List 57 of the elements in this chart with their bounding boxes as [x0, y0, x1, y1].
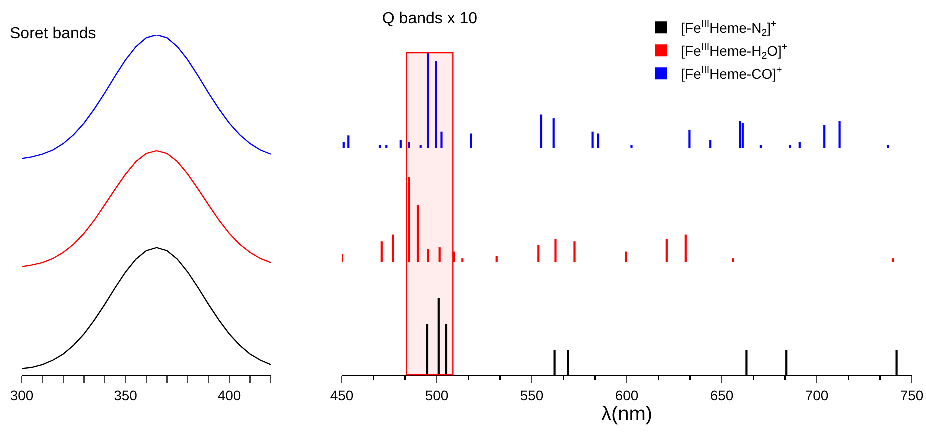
bar [789, 145, 792, 148]
bar [400, 140, 402, 148]
bar [380, 242, 383, 262]
x-tick-label: 300 [10, 387, 34, 404]
bar [438, 248, 441, 262]
bar [470, 134, 472, 148]
bar [798, 142, 801, 148]
bar [342, 142, 345, 148]
x-tick-label: 550 [520, 387, 544, 404]
bar [892, 258, 894, 262]
bar [592, 132, 594, 148]
x-tick-label: 500 [425, 387, 449, 404]
legend-label: [Fe$^{III}$Heme-N$_{2}$]$^{+}$ [681, 19, 778, 39]
x-tick-label: 450 [330, 387, 354, 404]
legend-label: [Fe$^{III}$Heme-CO]$^{+}$ [681, 65, 782, 82]
bar [420, 145, 422, 148]
bar [496, 256, 498, 262]
bar [742, 123, 744, 148]
x-tick-label: 650 [710, 387, 734, 404]
bar [739, 121, 742, 148]
bar [386, 145, 388, 148]
bar [630, 145, 633, 148]
x-axis-title: λ(nm) [601, 404, 653, 426]
chart-title: Q bands x 10 [382, 10, 478, 28]
bar [554, 239, 557, 262]
chart-title: Soret bands [10, 26, 96, 43]
bar [440, 132, 443, 148]
bar [684, 234, 687, 262]
bar [427, 53, 430, 148]
bar [427, 249, 430, 262]
bar [688, 130, 691, 148]
bar [625, 252, 628, 262]
bar [540, 114, 543, 148]
x-tick-label: 600 [615, 387, 639, 404]
x-tick-label: 750 [900, 387, 924, 404]
bar [462, 258, 464, 262]
bar [538, 245, 540, 262]
bar [378, 145, 382, 148]
bar [416, 205, 420, 262]
bar [760, 145, 762, 148]
bar [552, 118, 555, 148]
bar [732, 258, 734, 262]
x-tick-label: 350 [114, 387, 138, 404]
x-tick-label: 700 [805, 387, 829, 404]
bar [574, 242, 576, 262]
bar [710, 140, 712, 148]
legend-label: [Fe$^{III}$Heme-H$_{2}$O]$^{+}$ [681, 42, 788, 62]
bar [392, 234, 394, 262]
bar [666, 239, 668, 262]
bar [408, 142, 410, 148]
bar [597, 134, 600, 148]
bar [887, 145, 890, 148]
bar [435, 62, 438, 148]
bar [348, 136, 350, 148]
bar [824, 125, 826, 148]
x-tick-label: 400 [218, 387, 242, 404]
bar [838, 121, 841, 148]
